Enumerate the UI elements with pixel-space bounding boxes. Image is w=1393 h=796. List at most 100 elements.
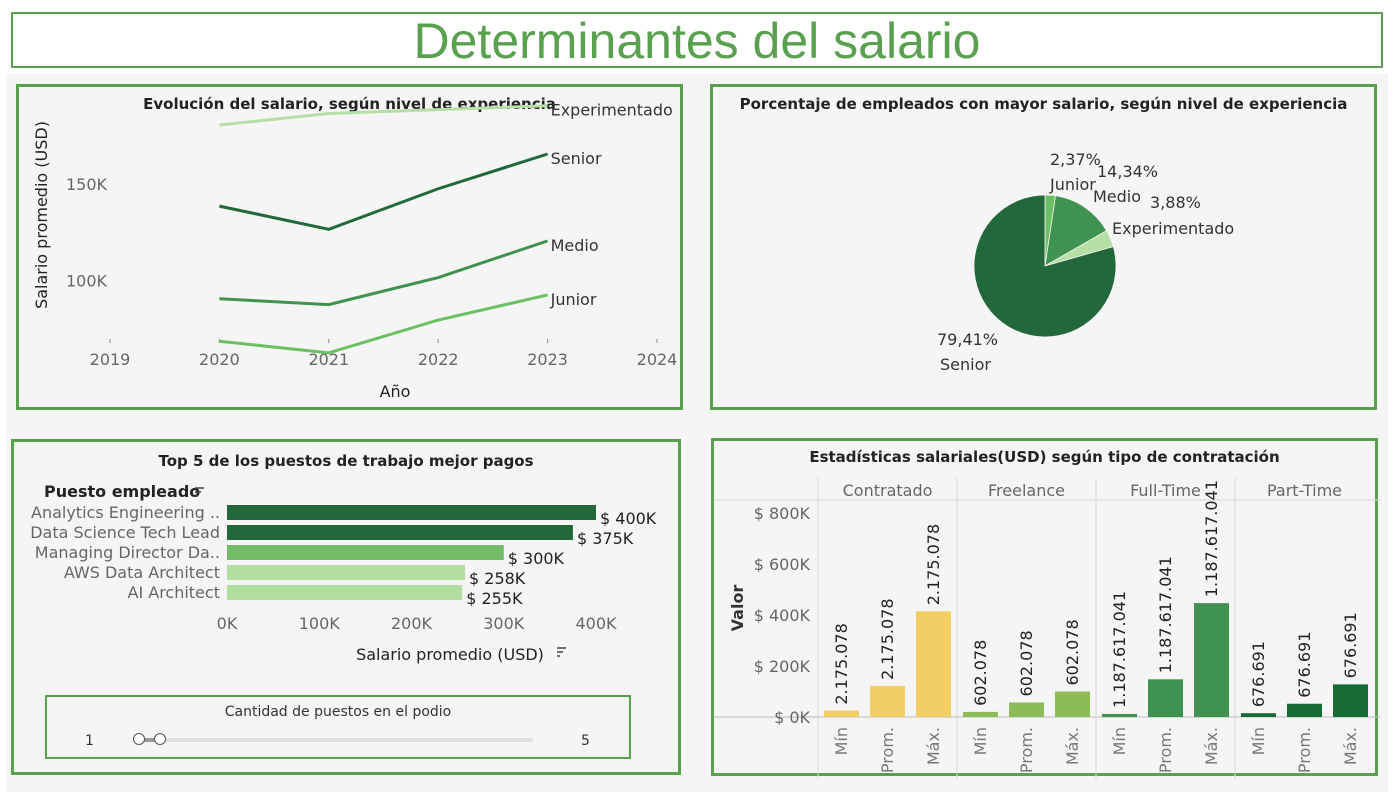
bar-part-time-2: [1287, 703, 1322, 717]
bar-value-label: 1.187.617.041: [1156, 556, 1175, 673]
group-header: Contratado: [843, 481, 933, 500]
page-title-box: Determinantes del salario: [11, 12, 1383, 69]
series-line-experimentado: [219, 104, 548, 127]
sub-category-label: Máx.: [1341, 727, 1360, 765]
line-chart-panel[interactable]: Evolución del salario, según nivel de ex…: [16, 84, 683, 410]
bar-contratado-3: [916, 611, 951, 717]
x-axis-title: Año: [380, 382, 411, 401]
y-tick-label: $ 400K: [754, 606, 811, 625]
series-line-medio: [219, 239, 549, 307]
x-tick-label: 100K: [299, 614, 341, 633]
bar-value-label: 602.078: [1017, 630, 1036, 696]
bar-value-label: 602.078: [1063, 619, 1082, 685]
bar-category-label: Analytics Engineering ..: [31, 503, 220, 522]
sub-category-label: Máx.: [1202, 727, 1221, 765]
bar-value-label: 676.691: [1249, 641, 1268, 707]
podium-slider-handle-max[interactable]: [154, 733, 166, 745]
bar-full-time-2: [1148, 679, 1183, 717]
bar-value-label: 2.175.078: [832, 623, 851, 704]
podium-slider-range: [139, 738, 163, 742]
bar-value-label: $ 400K: [600, 509, 657, 528]
series-label: Medio: [551, 236, 599, 255]
bar-category-label: AI Architect: [128, 583, 221, 602]
x-tick-label: 2023: [527, 350, 568, 369]
pie-slice-senior: [973, 194, 1117, 338]
sub-category-label: Mín: [1249, 727, 1268, 755]
pie-slice-label: Senior: [940, 355, 991, 374]
x-tick-label: 200K: [391, 614, 433, 633]
pie-chart-title: Porcentaje de empleados con mayor salari…: [739, 95, 1348, 113]
bar-1: [227, 505, 596, 520]
contract-stats-chart[interactable]: $ 0K $ 200K $ 400K $ 600K $ 800K Valor Contrat…: [714, 441, 1381, 779]
sub-category-label: Prom.: [1295, 727, 1314, 773]
bar-contratado-2: [870, 685, 905, 717]
sub-category-label: Mín: [832, 727, 851, 755]
podium-filter-min-label: 1: [85, 733, 94, 749]
sub-category-label: Mín: [1110, 727, 1129, 755]
top-jobs-chart[interactable]: Puesto empleado Analytics Engineering .. $…: [14, 442, 684, 778]
x-tick-label: 300K: [483, 614, 525, 633]
sub-category-label: Prom.: [1156, 727, 1175, 773]
pie-slice-percent: 14,34%: [1097, 162, 1158, 181]
y-tick-label: 100K: [66, 271, 108, 290]
sub-category-label: Máx.: [1063, 727, 1082, 765]
bar-3: [227, 545, 504, 560]
pie-slice-percent: 3,88%: [1150, 193, 1201, 212]
y-tick-label: 150K: [66, 175, 108, 194]
bar-value-label: 676.691: [1341, 612, 1360, 678]
sub-category-label: Mín: [971, 727, 990, 755]
bar-full-time-1: [1102, 713, 1137, 717]
bar-value-label: 676.691: [1295, 632, 1314, 698]
podium-slider-track[interactable]: [135, 738, 533, 742]
x-tick-label: 2022: [418, 350, 459, 369]
bar-value-label: 2.175.078: [924, 524, 943, 605]
podium-filter[interactable]: Cantidad de puestos en el podio 1 5: [45, 695, 631, 759]
line-chart[interactable]: 2019 2020 2021 2022 2023 2024 100K 150K Año Salar…: [19, 87, 686, 413]
podium-filter-label: Cantidad de puestos en el podio: [224, 704, 452, 720]
group-header: Part-Time: [1267, 481, 1342, 500]
bar-full-time-3: [1194, 603, 1229, 717]
bar-category-label: AWS Data Architect: [64, 563, 220, 582]
bar-value-label: 2.175.078: [878, 598, 897, 679]
y-tick-label: $ 600K: [754, 555, 811, 574]
bar-value-label: $ 255K: [466, 589, 523, 608]
bar-contratado-1: [824, 710, 859, 717]
x-tick-label: 0K: [217, 614, 238, 633]
pie-slice-label: Junior: [1049, 175, 1096, 194]
bar-5: [227, 585, 463, 600]
group-header: Freelance: [988, 481, 1065, 500]
pie-slice-label: Medio: [1093, 187, 1141, 206]
x-tick-label: 2020: [199, 350, 240, 369]
bar-freelance-2: [1009, 702, 1044, 717]
series-line-senior: [219, 152, 549, 231]
top-jobs-title: Top 5 de los puestos de trabajo mejor pa…: [158, 452, 534, 470]
contract-stats-panel[interactable]: Estadísticas salariales(USD) según tipo …: [711, 438, 1381, 779]
pie-chart-panel[interactable]: Porcentaje de empleados con mayor salari…: [710, 84, 1377, 410]
bar-part-time-3: [1333, 684, 1368, 717]
bar-value-label: $ 375K: [577, 529, 634, 548]
bar-value-label: $ 300K: [508, 549, 565, 568]
y-tick-label: $ 200K: [754, 657, 811, 676]
bar-freelance-1: [963, 711, 998, 717]
top-jobs-panel[interactable]: Top 5 de los puestos de trabajo mejor pa…: [11, 439, 681, 775]
series-line-junior: [219, 293, 548, 355]
bar-value-label: $ 258K: [469, 569, 526, 588]
podium-slider-handle-min[interactable]: [133, 733, 145, 745]
series-label: Junior: [550, 290, 597, 309]
y-axis-title: Valor: [728, 585, 747, 632]
pie-slice-medio: [1044, 195, 1108, 267]
y-axis-title: Salario promedio (USD): [32, 121, 51, 309]
podium-filter-max-label: 5: [581, 733, 590, 749]
x-tick-label: 2024: [637, 350, 678, 369]
group-header: Full-Time: [1130, 481, 1201, 500]
sort-icon: [195, 487, 204, 497]
bar-2: [227, 525, 573, 540]
bar-category-label: Data Science Tech Lead: [30, 523, 220, 542]
pie-slice-percent: 79,41%: [937, 330, 998, 349]
pie-slice-label: Experimentado: [1112, 219, 1234, 238]
sub-category-label: Prom.: [878, 727, 897, 773]
series-label: Experimentado: [551, 101, 673, 120]
bar-category-label: Managing Director Da..: [35, 543, 220, 562]
pie-slice-percent: 2,37%: [1050, 150, 1101, 169]
